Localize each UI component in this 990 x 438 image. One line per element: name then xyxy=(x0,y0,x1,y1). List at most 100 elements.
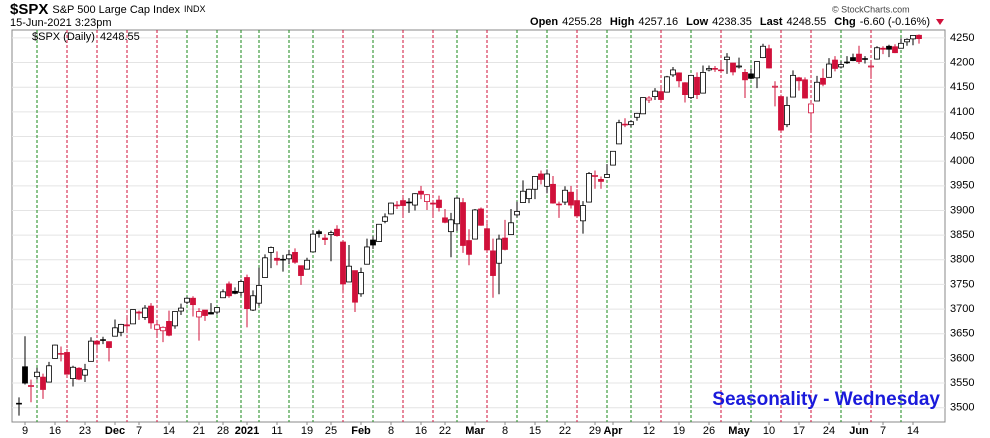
candle-body xyxy=(586,173,592,203)
quote-label: Low xyxy=(686,16,708,28)
candle-body xyxy=(148,305,154,324)
candle-body xyxy=(808,103,814,114)
candle-body xyxy=(838,64,844,68)
candle-body xyxy=(202,309,208,316)
y-tick-label: 4000 xyxy=(950,155,974,167)
candle-body xyxy=(226,283,232,297)
candle-body xyxy=(766,48,772,69)
candle-body xyxy=(388,202,394,215)
y-tick-label: 3500 xyxy=(950,402,974,414)
x-tick-label: 19 xyxy=(673,425,685,437)
candle-body xyxy=(742,72,748,81)
candle-body xyxy=(382,216,388,222)
candle-body xyxy=(46,365,52,383)
quote-value: -6.60 (-0.16%) xyxy=(860,16,930,28)
quote-label: Open xyxy=(530,16,558,28)
y-tick-label: 4250 xyxy=(950,32,974,44)
candle-body xyxy=(682,82,688,95)
candle-body xyxy=(736,65,742,68)
x-tick-label: 11 xyxy=(271,425,282,437)
candle-body xyxy=(220,291,226,299)
candle-body xyxy=(538,173,544,180)
y-tick-label: 3750 xyxy=(950,278,974,290)
candle-body xyxy=(100,339,106,341)
candle-body xyxy=(784,105,790,126)
x-tick-label: 22 xyxy=(559,425,571,437)
candle-body xyxy=(124,324,130,327)
copyright: © StockCharts.com xyxy=(832,4,910,14)
x-tick-label: 14 xyxy=(907,425,919,437)
x-tick-label: Jun xyxy=(849,425,869,437)
candle-body xyxy=(868,65,874,68)
y-tick-label: 3650 xyxy=(950,328,974,340)
candle-body xyxy=(562,189,568,203)
candle-body xyxy=(502,237,508,250)
candle-body xyxy=(802,79,808,99)
x-tick-label: Apr xyxy=(604,425,624,437)
x-tick-label: 16 xyxy=(49,425,61,437)
candle-body xyxy=(274,257,280,261)
candle-body xyxy=(796,77,802,82)
x-tick-label: 15 xyxy=(529,425,541,437)
candle-body xyxy=(652,90,658,97)
candle-body xyxy=(448,219,454,233)
candle-body xyxy=(244,277,250,309)
legend-value: 4248.55 xyxy=(100,31,140,43)
candle-body xyxy=(550,183,556,204)
x-tick-label: 8 xyxy=(502,425,508,437)
y-tick-label: 3950 xyxy=(950,180,974,192)
candle-body xyxy=(496,238,502,264)
y-tick-label: 4200 xyxy=(950,56,974,68)
candle-body xyxy=(112,327,118,337)
candle-body xyxy=(214,307,220,313)
plot-frame xyxy=(11,29,946,423)
candle-body xyxy=(58,353,64,355)
header-line: $SPX S&P 500 Large Cap Index INDX xyxy=(10,1,206,18)
candle-body xyxy=(250,295,256,311)
candle-body xyxy=(850,57,856,61)
candle-body xyxy=(16,402,22,405)
candle-body xyxy=(340,241,346,285)
candle-body xyxy=(358,272,364,295)
candle-body xyxy=(364,246,370,265)
x-tick-label: May xyxy=(728,425,750,437)
candle-body xyxy=(814,81,820,102)
x-tick-label: Mar xyxy=(465,425,485,437)
candle-body xyxy=(142,307,148,318)
candle-body xyxy=(64,352,70,375)
candle-body xyxy=(532,176,538,190)
candle-body xyxy=(442,217,448,223)
candle-body xyxy=(898,42,904,49)
candle-body xyxy=(190,297,196,306)
candle-body xyxy=(268,247,274,253)
x-tick-label: 2021 xyxy=(235,425,259,437)
candle-body xyxy=(568,191,574,206)
candle-body xyxy=(22,366,28,384)
x-tick-label: 21 xyxy=(193,425,205,437)
candle-body xyxy=(592,175,598,177)
candle-body xyxy=(526,188,532,200)
candle-body xyxy=(412,193,418,206)
candle-body xyxy=(892,46,898,54)
y-tick-label: 3850 xyxy=(950,229,974,241)
x-tick-label: 22 xyxy=(439,425,451,437)
candle-body xyxy=(28,385,34,387)
candle-body xyxy=(262,257,268,278)
candle-body xyxy=(676,72,682,82)
x-tick-label: 19 xyxy=(301,425,313,437)
legend: $SPX (Daily) 4248.55 xyxy=(32,31,140,43)
y-tick-label: 3900 xyxy=(950,204,974,216)
y-tick-label: 4100 xyxy=(950,106,974,118)
candle-body xyxy=(118,323,124,333)
symbol: $SPX xyxy=(10,1,48,18)
candle-body xyxy=(292,251,298,263)
candle-body xyxy=(628,121,634,126)
candle-body xyxy=(544,173,550,187)
candle-body xyxy=(712,68,718,70)
candle-body xyxy=(880,47,886,50)
x-tick-label: 23 xyxy=(79,425,91,437)
quote: Open 4255.28 High 4257.16 Low 4238.35 Last 4248… xyxy=(530,16,930,28)
exchange: INDX xyxy=(184,4,206,14)
candle-body xyxy=(160,326,166,332)
candle-body xyxy=(772,85,778,88)
